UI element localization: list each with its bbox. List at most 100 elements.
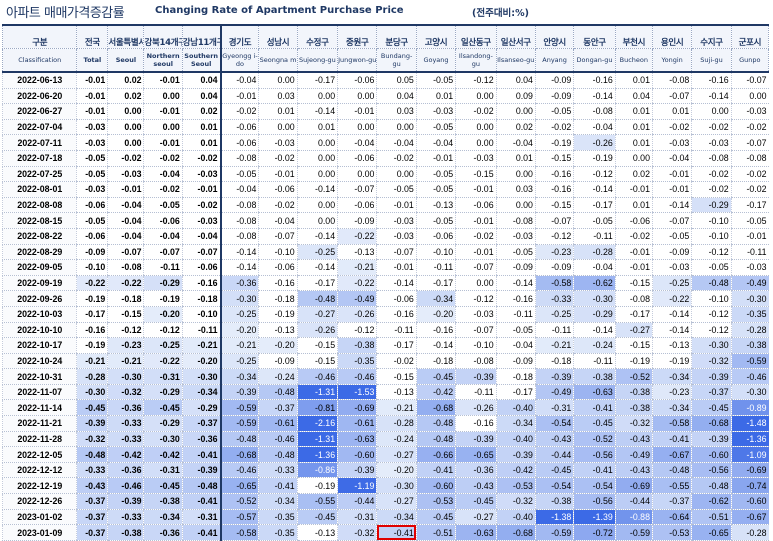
value-cell: -0.04 <box>376 134 417 151</box>
value-cell: -0.05 <box>76 166 108 183</box>
value-cell: -0.11 <box>143 259 183 276</box>
value-cell: -0.32 <box>76 431 108 448</box>
value-cell: -0.66 <box>415 446 456 463</box>
value-cell: -0.59 <box>614 524 653 541</box>
value-cell: -0.08 <box>455 353 497 370</box>
value-cell: -0.51 <box>691 509 732 526</box>
value-cell: -0.05 <box>534 103 574 120</box>
value-cell: 0.00 <box>296 150 338 167</box>
value-cell: 0.00 <box>337 88 377 105</box>
value-cell: -0.02 <box>691 166 732 183</box>
value-cell: -0.28 <box>76 368 108 385</box>
value-cell: 0.04 <box>181 88 222 105</box>
value-cell: -0.01 <box>220 88 259 105</box>
value-cell: -0.39 <box>76 415 108 432</box>
value-cell: 0.02 <box>107 72 144 89</box>
value-cell: 0.00 <box>376 119 417 136</box>
value-cell: -0.31 <box>143 368 183 385</box>
value-cell: -0.45 <box>415 368 456 385</box>
value-cell: -0.08 <box>691 150 732 167</box>
value-cell: -0.07 <box>651 212 692 229</box>
value-cell: -0.39 <box>220 384 259 401</box>
value-cell: -0.02 <box>220 103 259 120</box>
value-cell: -0.15 <box>296 337 338 354</box>
value-cell: 0.01 <box>181 119 222 136</box>
value-cell: -0.14 <box>651 322 692 339</box>
value-cell: -0.44 <box>614 493 653 510</box>
value-cell: -0.33 <box>258 462 298 479</box>
row-date: 2022-10-03 <box>1 306 77 323</box>
value-cell: -0.02 <box>534 119 574 136</box>
value-cell: -0.15 <box>614 275 653 292</box>
value-cell: -0.39 <box>534 368 574 385</box>
value-cell: -0.02 <box>730 166 769 183</box>
value-cell: -0.01 <box>76 72 108 89</box>
row-date: 2022-08-22 <box>1 228 77 245</box>
value-cell: -0.13 <box>337 244 377 261</box>
value-cell: -0.05 <box>76 212 108 229</box>
value-cell: -0.43 <box>534 431 574 448</box>
value-cell: -0.12 <box>143 322 183 339</box>
value-cell: -0.10 <box>415 244 456 261</box>
value-cell: -0.30 <box>76 384 108 401</box>
value-cell: -0.37 <box>651 493 692 510</box>
value-cell: -0.03 <box>76 119 108 136</box>
column-header-en: Seoul <box>107 48 145 73</box>
value-cell: -0.19 <box>651 353 692 370</box>
value-cell: -0.31 <box>534 399 574 417</box>
value-cell: -0.11 <box>495 306 536 323</box>
column-header-en: Ilsanseo-gu <box>495 48 536 73</box>
value-cell: -1.39 <box>573 509 616 526</box>
value-cell: -0.05 <box>76 150 108 167</box>
value-cell: -0.38 <box>534 493 574 510</box>
value-cell: 0.04 <box>614 88 653 105</box>
value-cell: 0.00 <box>258 119 298 136</box>
value-cell: -0.65 <box>455 446 497 463</box>
table-row: 2022-12-05 -0.48 -0.42 -0.42 -0.41 -0.68 -0.48… <box>1 446 769 463</box>
table-row: 2022-09-05 -0.10 -0.08 -0.11 -0.06 -0.14 -0.06… <box>1 259 769 276</box>
value-cell: -0.15 <box>614 337 653 354</box>
table-row: 2022-07-25 -0.05 -0.03 -0.04 -0.03 -0.05 -0.01… <box>1 166 769 183</box>
value-cell: -0.35 <box>337 353 377 370</box>
value-cell: -0.06 <box>376 290 417 307</box>
value-cell: -0.32 <box>614 415 653 432</box>
value-cell: -0.04 <box>337 134 377 151</box>
value-cell: -0.41 <box>181 493 222 510</box>
value-cell: -0.02 <box>730 181 769 198</box>
value-cell: -0.34 <box>651 399 692 417</box>
value-cell: -0.01 <box>651 181 692 198</box>
column-header-ko: 경기도 <box>220 24 260 49</box>
value-cell: -0.01 <box>337 103 377 120</box>
value-cell: -0.01 <box>143 134 183 151</box>
value-cell: -0.33 <box>76 462 108 479</box>
column-header-ko: 고양시 <box>415 24 457 49</box>
value-cell: -0.02 <box>181 197 222 214</box>
row-date: 2022-06-27 <box>1 103 77 120</box>
value-cell: -0.39 <box>455 368 497 385</box>
column-header-en: Goyang <box>415 48 457 73</box>
value-cell: -0.01 <box>614 259 653 276</box>
value-cell: -0.65 <box>691 524 732 541</box>
value-cell: -0.24 <box>258 368 298 385</box>
value-cell: -0.06 <box>614 212 653 229</box>
value-cell: -0.12 <box>691 306 732 323</box>
value-cell: -0.81 <box>296 399 338 417</box>
value-cell: -0.15 <box>296 353 338 370</box>
column-header-en: Anyang <box>534 48 575 73</box>
row-date: 2022-10-17 <box>1 337 77 354</box>
value-cell: 0.01 <box>296 119 338 136</box>
value-cell: -0.08 <box>220 228 259 245</box>
value-cell: -0.59 <box>220 399 259 417</box>
value-cell: -0.06 <box>337 197 377 214</box>
value-cell: -0.19 <box>76 337 108 354</box>
value-cell: -0.03 <box>76 181 108 198</box>
value-cell: -0.45 <box>143 399 183 417</box>
value-cell: -0.03 <box>730 259 769 276</box>
value-cell: -0.11 <box>415 259 456 276</box>
value-cell: -0.11 <box>534 322 574 339</box>
value-cell: -1.36 <box>296 446 338 463</box>
value-cell: 0.01 <box>614 103 653 120</box>
row-date: 2023-01-09 <box>1 524 77 541</box>
value-cell: 0.01 <box>651 103 692 120</box>
value-cell: -0.39 <box>337 462 377 479</box>
